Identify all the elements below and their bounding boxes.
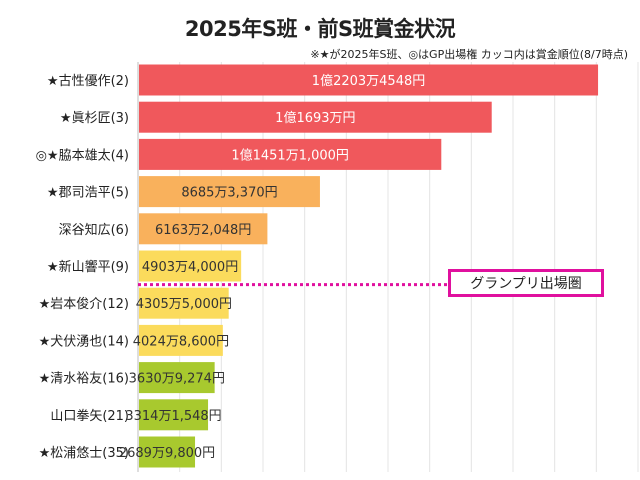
gp-qualification-zone-label: グランプリ出場圏	[448, 269, 604, 297]
category-label: ★松浦悠士(35)	[39, 446, 129, 461]
category-label: ★岩本俊介(12)	[39, 297, 129, 312]
bar	[139, 324, 223, 356]
data-label: 2689万9,800円	[119, 446, 215, 461]
bar	[139, 64, 599, 96]
data-label: 8685万3,370円	[181, 186, 277, 201]
bar	[139, 176, 320, 208]
data-label: 3314万1,548円	[125, 409, 221, 424]
data-label: 4903万4,000円	[142, 260, 238, 275]
bar	[139, 138, 442, 170]
chart-subtitle: ※★が2025年S班、◎はGP出場権 カッコ内は賞金順位(8/7時点)	[310, 48, 628, 61]
chart-labels: ★古性優作(2) 1億2203万4548円 ★眞杉匠(3) 1億1693万円 ◎★脇本雄…	[36, 73, 426, 461]
chart-bars	[139, 64, 599, 468]
chart-title: 2025年S班・前S班賞金状況	[184, 17, 456, 41]
bar	[139, 399, 209, 431]
category-label: ★古性優作(2)	[47, 74, 129, 89]
bar	[139, 250, 242, 282]
category-label: 深谷知広(6)	[59, 222, 129, 238]
category-label: ◎★脇本雄太(4)	[36, 148, 129, 163]
data-label: 3630万9,274円	[129, 372, 225, 387]
category-label: ★清水裕友(16)	[39, 371, 129, 387]
data-label: 6163万2,048円	[155, 223, 251, 238]
category-label: ★眞杉匠(3)	[60, 111, 129, 126]
data-label: 4305万5,000円	[136, 297, 232, 312]
category-label: 山口拳矢(21)	[50, 408, 129, 424]
category-label: ★犬伏湧也(14)	[39, 333, 129, 349]
data-label: 1億1451万1,000円	[231, 147, 349, 163]
data-label: 4024万8,600円	[133, 334, 229, 349]
category-label: ★新山響平(9)	[47, 259, 129, 275]
data-label: 1億2203万4548円	[312, 73, 425, 89]
category-label: ★郡司浩平(5)	[47, 186, 129, 201]
bar	[139, 287, 229, 319]
bar	[139, 436, 196, 468]
bar	[139, 101, 492, 133]
data-label: 1億1693万円	[275, 110, 355, 126]
bar	[139, 213, 268, 245]
bar	[139, 362, 215, 394]
